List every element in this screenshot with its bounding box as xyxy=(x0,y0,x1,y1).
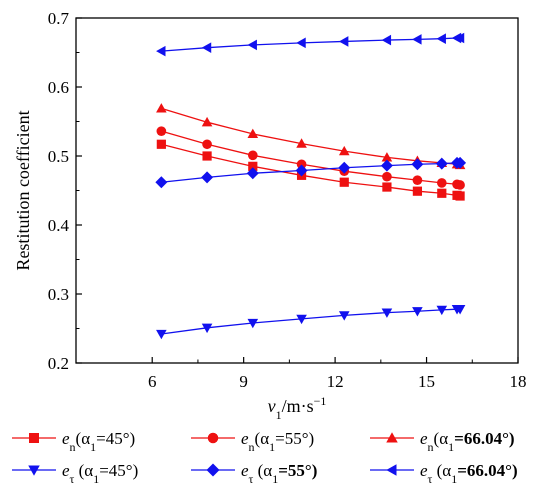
data-point xyxy=(338,311,350,321)
data-point xyxy=(247,39,257,51)
data-point xyxy=(296,138,307,148)
data-point xyxy=(247,318,259,329)
data-point xyxy=(201,323,213,334)
x-tick-label: 6 xyxy=(148,372,157,391)
legend-marker xyxy=(206,463,220,477)
data-point xyxy=(412,186,423,196)
data-point xyxy=(296,159,307,170)
legend-label: en(α1=45°) xyxy=(62,429,135,454)
series-line xyxy=(161,37,461,52)
data-point xyxy=(436,305,448,316)
data-point xyxy=(156,329,167,340)
y-tick-label: 0.4 xyxy=(48,216,70,235)
legend-item-3: en(α1=66.04°) xyxy=(370,429,515,454)
data-point xyxy=(202,139,212,150)
y-tick-label: 0.2 xyxy=(48,354,69,373)
data-point xyxy=(412,34,422,45)
data-point xyxy=(156,103,167,113)
plot-area xyxy=(155,32,467,340)
data-point xyxy=(435,157,448,170)
data-point xyxy=(412,175,423,185)
data-point xyxy=(202,151,212,161)
data-point xyxy=(246,167,259,180)
data-point xyxy=(156,45,166,57)
x-tick-label: 18 xyxy=(510,372,527,391)
series-5 xyxy=(155,156,467,189)
y-tick-label: 0.6 xyxy=(48,78,69,97)
legend-item-4: eτ (α1=45°) xyxy=(12,461,138,486)
data-point xyxy=(296,314,307,325)
legend-marker xyxy=(28,465,40,476)
legend-item-2: en(α1=55°) xyxy=(191,429,314,454)
data-point xyxy=(201,116,213,127)
series-6 xyxy=(156,32,465,57)
data-point xyxy=(380,159,393,172)
data-point xyxy=(454,32,465,44)
legend-label: eτ (α1=66.04°) xyxy=(420,461,518,486)
data-point xyxy=(248,161,258,171)
legend-item-5: eτ (α1=55°) xyxy=(191,461,317,486)
data-point xyxy=(247,150,258,161)
legend-item-1: en(α1=45°) xyxy=(12,429,135,454)
data-point xyxy=(381,152,393,162)
data-point xyxy=(339,177,349,187)
y-axis-title: Restitution coefficient xyxy=(13,110,33,270)
data-point xyxy=(247,128,259,139)
legend-item-6: eτ (α1=66.04°) xyxy=(370,461,518,486)
legend-marker xyxy=(386,432,398,443)
data-point xyxy=(382,182,392,192)
y-tick-label: 0.5 xyxy=(48,147,69,166)
data-point xyxy=(338,145,350,156)
series-line xyxy=(161,130,461,186)
data-point xyxy=(338,36,349,47)
data-point xyxy=(454,156,467,169)
data-point xyxy=(201,42,212,53)
legend-label: en(α1=66.04°) xyxy=(420,429,515,454)
legend-label: eτ (α1=55°) xyxy=(241,461,317,486)
data-point xyxy=(436,33,446,44)
data-point xyxy=(156,126,167,136)
data-point xyxy=(295,164,308,177)
data-point xyxy=(296,37,306,49)
data-point xyxy=(201,171,214,184)
data-point xyxy=(156,139,166,149)
series-line xyxy=(161,308,461,335)
legend-marker xyxy=(386,464,397,476)
x-tick-label: 9 xyxy=(239,372,248,391)
y-tick-label: 0.3 xyxy=(48,285,69,304)
y-tick-label: 0.7 xyxy=(48,9,70,28)
data-point xyxy=(338,161,351,174)
series-4 xyxy=(156,305,466,340)
data-point xyxy=(455,180,465,190)
legend-marker xyxy=(207,432,219,444)
series-line xyxy=(161,143,461,197)
data-point xyxy=(437,188,447,198)
legend-label: en(α1=55°) xyxy=(241,429,314,454)
legend-label: eτ (α1=45°) xyxy=(62,461,138,486)
data-point xyxy=(381,308,393,318)
legend: en(α1=45°) en(α1=55°) en(α1=66.04°) eτ (α1=… xyxy=(12,429,518,486)
series-2 xyxy=(156,126,465,190)
data-point xyxy=(155,176,168,189)
data-point xyxy=(455,191,465,201)
series-line xyxy=(161,162,461,183)
x-tick-label: 12 xyxy=(327,372,344,391)
data-point xyxy=(382,171,392,182)
data-point xyxy=(411,158,424,171)
data-point xyxy=(454,305,466,315)
data-point xyxy=(412,307,423,317)
axes: 6 9 12 15 18 0.2 0.3 0.4 0.5 0.6 0.7 Restitution co… xyxy=(13,9,527,422)
x-tick-label: 15 xyxy=(418,372,435,391)
legend-marker xyxy=(29,433,39,443)
x-axis-title: v1/m·s−1 xyxy=(268,394,327,422)
data-point xyxy=(381,34,392,46)
data-point xyxy=(436,178,447,188)
